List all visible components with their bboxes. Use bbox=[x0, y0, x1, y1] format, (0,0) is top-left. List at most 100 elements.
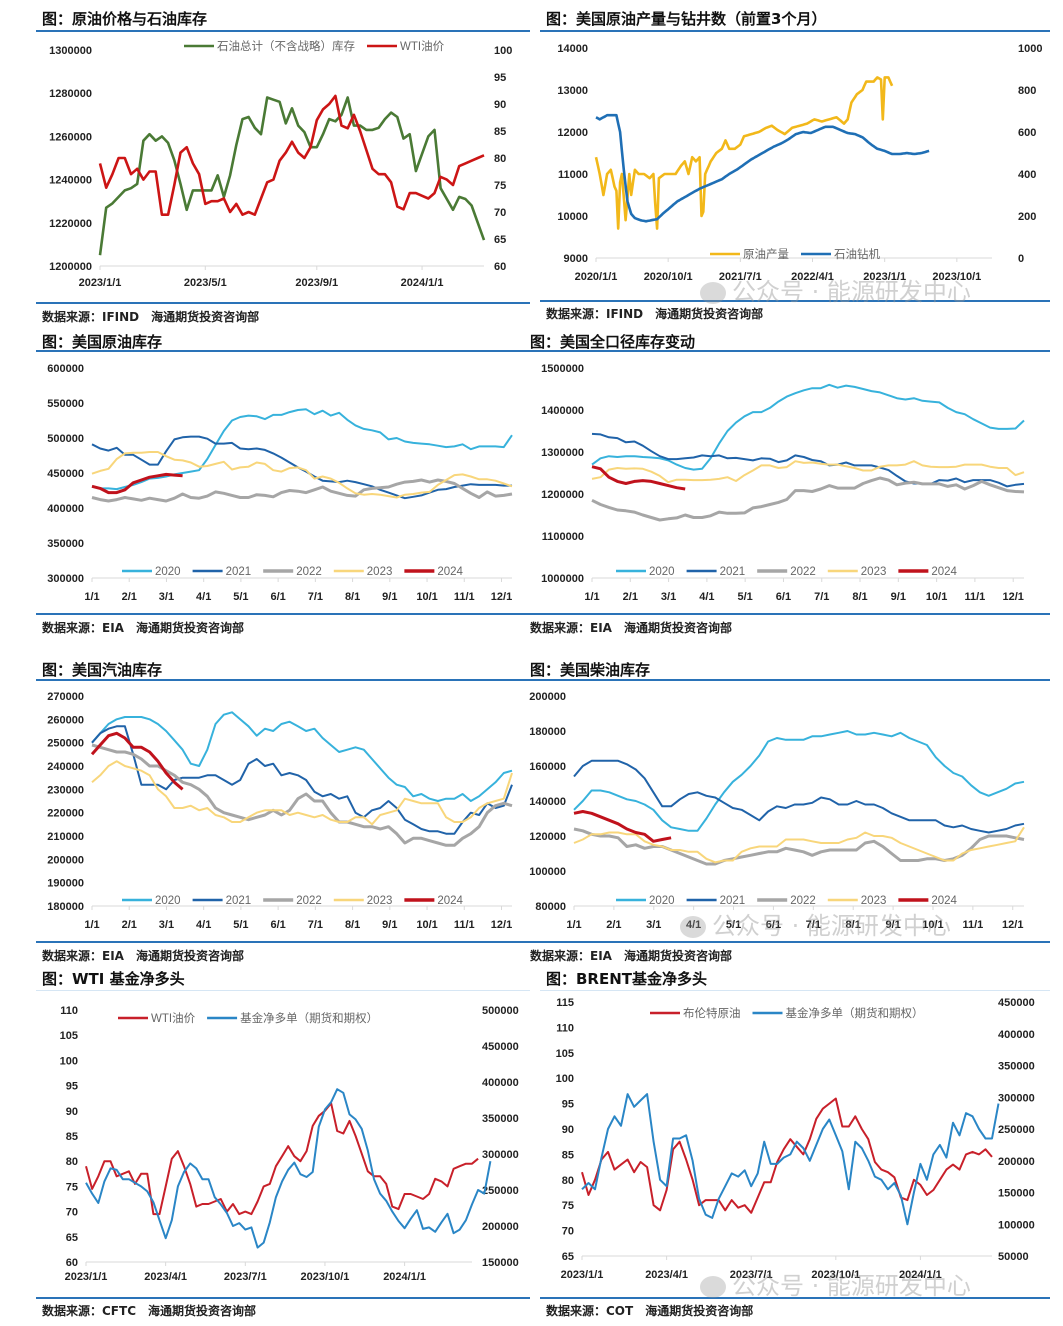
chart-title: 图：美国汽油库存 bbox=[42, 661, 163, 679]
x-tick-label: 2022/4/1 bbox=[791, 271, 834, 283]
chart-us-total-inventory: 1000000 1100000 1200000 1300000 1400000 15000… bbox=[541, 363, 1025, 603]
series-line-1 bbox=[591, 383, 1025, 471]
x-tick-label: 4/1 bbox=[686, 919, 701, 931]
series-line-3 bbox=[591, 476, 1025, 522]
series-line-5 bbox=[91, 472, 183, 495]
y-right-tick-label: 1000 bbox=[1018, 43, 1042, 55]
source-rule bbox=[540, 300, 1050, 302]
y-left-tick-label: 70 bbox=[562, 1226, 574, 1238]
x-tick-label: 7/1 bbox=[308, 591, 323, 603]
series-line-2 bbox=[91, 435, 512, 500]
y-left-tick-label: 240000 bbox=[47, 761, 84, 773]
x-tick-label: 4/1 bbox=[699, 591, 714, 603]
source-rule bbox=[36, 941, 530, 943]
y-left-tick-label: 160000 bbox=[529, 761, 566, 773]
y-right-tick-label: 350000 bbox=[998, 1061, 1035, 1073]
x-tick-label: 2023/4/1 bbox=[144, 1271, 187, 1283]
x-tick-label: 2023/10/1 bbox=[300, 1271, 349, 1283]
chart-panel-wti-fund-net-long: 图：WTI 基金净多头 60 65 70 75 80 85 90 95 100 105 110 150… bbox=[36, 966, 530, 1321]
x-tick-label: 2024/1/1 bbox=[401, 277, 444, 289]
y-left-tick-label: 85 bbox=[562, 1149, 574, 1161]
series-line-4 bbox=[91, 760, 513, 826]
y-right-tick-label: 95 bbox=[494, 72, 506, 84]
y-left-tick-label: 90 bbox=[562, 1124, 574, 1136]
y-left-tick-label: 400000 bbox=[47, 503, 84, 515]
y-right-tick-label: 50000 bbox=[998, 1251, 1029, 1263]
x-tick-label: 9/1 bbox=[382, 591, 397, 603]
x-tick-label: 12/1 bbox=[1002, 591, 1023, 603]
legend-label: 布伦特原油 bbox=[683, 1006, 741, 1020]
y-left-tick-label: 1300000 bbox=[49, 45, 92, 57]
chart-title: 图：美国原油产量与钻井数（前置3个月） bbox=[546, 10, 827, 28]
y-left-tick-label: 95 bbox=[66, 1081, 78, 1093]
x-tick-label: 8/1 bbox=[345, 591, 360, 603]
chart-title: 图：原油价格与石油库存 bbox=[42, 10, 208, 28]
x-tick-label: 2/1 bbox=[122, 919, 137, 931]
series-line-1 bbox=[91, 711, 513, 802]
series-line-1 bbox=[91, 408, 513, 491]
y-left-tick-label: 300000 bbox=[47, 573, 84, 585]
y-right-tick-label: 300000 bbox=[482, 1149, 519, 1161]
y-right-tick-label: 150000 bbox=[482, 1257, 519, 1269]
x-tick-label: 6/1 bbox=[776, 591, 791, 603]
y-left-tick-label: 9000 bbox=[564, 253, 588, 265]
y-left-tick-label: 105 bbox=[556, 1048, 574, 1060]
x-tick-label: 2024/1/1 bbox=[899, 1269, 942, 1281]
x-tick-label: 2023/1/1 bbox=[561, 1269, 604, 1281]
x-tick-label: 2023/7/1 bbox=[730, 1269, 773, 1281]
chart-us-production-rigs: 9000 10000 11000 12000 13000 14000 0 200 400 600 8… bbox=[557, 43, 1042, 283]
y-right-tick-label: 250000 bbox=[998, 1124, 1035, 1136]
x-tick-label: 11/1 bbox=[454, 591, 475, 603]
title-rule bbox=[36, 679, 530, 681]
x-tick-label: 3/1 bbox=[661, 591, 676, 603]
x-tick-label: 10/1 bbox=[416, 919, 437, 931]
legend-label: 2020 bbox=[155, 895, 181, 907]
chart-title: 图：美国柴油库存 bbox=[530, 661, 651, 679]
y-left-tick-label: 200000 bbox=[529, 691, 566, 703]
y-left-tick-label: 105 bbox=[60, 1030, 78, 1042]
x-tick-label: 2023/1/1 bbox=[79, 277, 122, 289]
x-tick-label: 8/1 bbox=[846, 919, 861, 931]
y-left-tick-label: 90 bbox=[66, 1106, 78, 1118]
y-left-tick-label: 100000 bbox=[529, 866, 566, 878]
y-left-tick-label: 270000 bbox=[47, 691, 84, 703]
x-tick-label: 2020/1/1 bbox=[575, 271, 618, 283]
x-tick-label: 1/1 bbox=[584, 591, 599, 603]
x-tick-label: 6/1 bbox=[766, 919, 781, 931]
x-tick-label: 2021/7/1 bbox=[719, 271, 762, 283]
series-line-2 bbox=[91, 725, 513, 835]
series-line-2 bbox=[85, 1088, 492, 1249]
legend-label: 2024 bbox=[437, 895, 463, 907]
x-tick-label: 2023/1/1 bbox=[65, 1271, 108, 1283]
x-tick-label: 5/1 bbox=[233, 591, 248, 603]
x-tick-label: 7/1 bbox=[806, 919, 821, 931]
chart-panel-us-gasoline-inventory: 图：美国汽油库存 180000 190000 200000 210000 220000 2… bbox=[36, 656, 530, 968]
x-tick-label: 12/1 bbox=[491, 591, 512, 603]
x-tick-label: 2023/5/1 bbox=[184, 277, 227, 289]
x-tick-label: 9/1 bbox=[382, 919, 397, 931]
chart-source: 数据来源：EIA 海通期货投资咨询部 bbox=[530, 621, 732, 635]
y-left-tick-label: 12000 bbox=[557, 127, 588, 139]
y-right-tick-label: 400000 bbox=[998, 1029, 1035, 1041]
y-left-tick-label: 200000 bbox=[47, 854, 84, 866]
y-left-tick-label: 140000 bbox=[529, 796, 566, 808]
x-tick-label: 2023/10/1 bbox=[932, 271, 981, 283]
series-line-1 bbox=[98, 96, 486, 256]
y-left-tick-label: 75 bbox=[562, 1200, 574, 1212]
x-tick-label: 12/1 bbox=[491, 919, 512, 931]
x-tick-label: 5/1 bbox=[738, 591, 753, 603]
series-line-4 bbox=[91, 451, 513, 499]
chart-source: 数据来源：COT 海通期货投资咨询部 bbox=[546, 1304, 754, 1318]
y-left-tick-label: 230000 bbox=[47, 784, 84, 796]
y-left-tick-label: 1200000 bbox=[541, 489, 584, 501]
legend-label: 2024 bbox=[437, 566, 463, 578]
legend-label: 基金净多单（期货和期权） bbox=[240, 1011, 378, 1025]
chart-panel-oil-price-inventory: 图：原油价格与石油库存 1200000 1220000 1240000 1260000… bbox=[36, 0, 530, 325]
y-right-tick-label: 75 bbox=[494, 180, 506, 192]
y-left-tick-label: 180000 bbox=[47, 901, 84, 913]
y-left-tick-label: 550000 bbox=[47, 398, 84, 410]
x-tick-label: 12/1 bbox=[1002, 919, 1023, 931]
series-line-1 bbox=[594, 76, 894, 230]
legend-label: 2023 bbox=[367, 895, 393, 907]
y-right-tick-label: 250000 bbox=[482, 1185, 519, 1197]
